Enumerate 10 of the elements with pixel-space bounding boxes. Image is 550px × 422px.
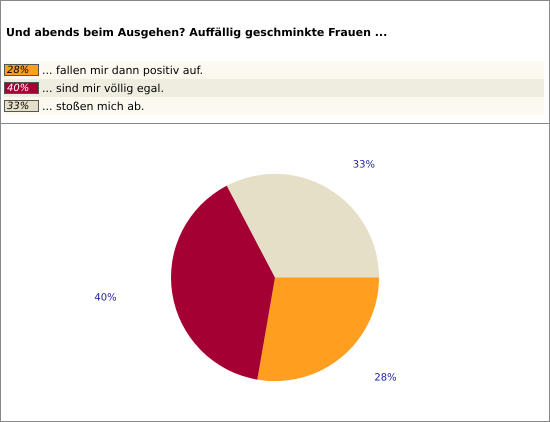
legend-label: ... fallen mir dann positiv auf. <box>42 64 204 76</box>
legend-label: ... stoßen mich ab. <box>42 100 144 112</box>
data-label: 33% <box>352 160 375 171</box>
text: 40% <box>7 83 30 94</box>
text: 28% <box>7 65 30 76</box>
text: 33% <box>7 101 30 112</box>
data-label: 40% <box>94 292 117 304</box>
legend-label: ... sind mir völlig egal. <box>42 82 164 94</box>
data-label: 28% <box>374 372 397 384</box>
chart-title: Und abends beim Ausgehen? Auffällig geschminkte Frauen ... <box>5 25 388 41</box>
